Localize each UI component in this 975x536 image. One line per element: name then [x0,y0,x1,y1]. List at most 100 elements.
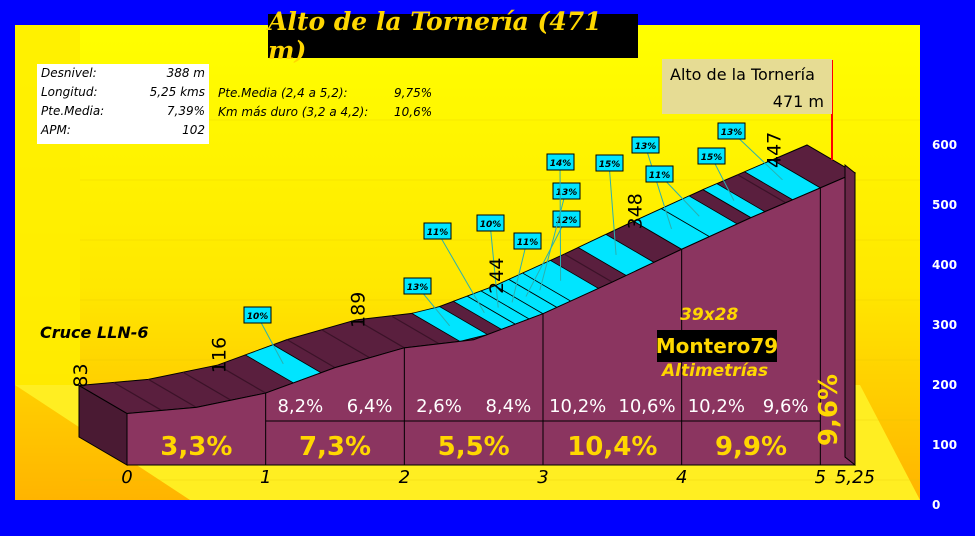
stats-box: Desnivel: 388 m Longitud: 5,25 kms Pte.Med… [37,64,209,144]
brand-top: 39x28 [680,305,739,325]
callout-box [717,122,746,140]
km-gradient: 9,6% [814,374,844,446]
stat-value: 7,39% [166,104,205,118]
surface-stripe [390,315,440,345]
km-gradient: 9,9% [715,432,787,462]
media-box: Pte.Media (2,4 a 5,2): 9,75% Km más duro … [218,84,432,122]
front-face [78,163,856,467]
brand-bottom: Altimetrías [662,361,769,381]
callout-leader [608,162,617,255]
summit-name: Alto de la Tornería [670,65,815,84]
callout-leader [511,240,528,303]
media-value: 10,6% [394,105,433,119]
half-km-gradient: 8,4% [485,396,531,417]
stat-row: Pte.Media: 7,39% [37,102,209,121]
y-tick-label: 300 [932,318,957,332]
x-tick-label: 2 [399,467,410,488]
media-label: Km más duro (3,2 a 4,2): [218,105,369,119]
callout-label: 12% [556,216,578,226]
stat-value: 102 [182,123,205,137]
callout-box [513,232,542,250]
callout-leader [644,144,673,230]
y-tick-label: 400 [932,258,957,272]
half-km-gradient: 10,6% [618,396,675,417]
half-km-gradient: 8,2% [277,396,323,417]
surface-stripe [217,364,266,394]
y-tick-label: 500 [932,198,957,212]
altitude-label: 244 [486,258,508,294]
callout-box [631,136,660,154]
altitude-label: 447 [763,132,785,168]
callout-box [243,306,272,324]
callout-box [423,222,452,240]
title-box: Alto de la Tornería (471 m) [268,7,638,65]
profile-side-face [78,384,128,466]
callout-label: 13% [556,188,578,198]
half-km-gradient: 6,4% [347,396,393,417]
callout-label: 10% [247,312,269,322]
y-tick-label: 600 [932,138,957,152]
stat-value: 5,25 kms [149,85,205,99]
altitude-label: 348 [625,193,647,229]
km-gradient: 3,3% [160,432,232,462]
surface-stripe [564,253,613,283]
media-label: Pte.Media (2,4 a 5,2): [218,86,348,100]
callout-label: 11% [427,228,449,238]
media-row: Km más duro (3,2 a 4,2): 10,6% [218,103,432,122]
callout-leader [525,218,567,297]
altitude-label: 83 [70,363,92,387]
x-tick-label: 5,25 [835,467,875,488]
y-axis: 0 100 200 300 400 500 600 [932,138,957,512]
y-tick-label: 100 [932,438,957,452]
media-row: Pte.Media (2,4 a 5,2): 9,75% [218,84,432,103]
x-tick-label: 3 [537,467,548,488]
km-gradient: 7,3% [299,432,371,462]
start-label: Cruce LLN-6 [40,323,148,342]
callout-label: 13% [407,283,429,293]
stat-label: Desnivel: [41,66,97,80]
x-tick-label: 0 [121,467,132,488]
km-gradient: 10,4% [567,432,657,462]
x-axis: 0 1 2 3 4 5 5,25 [121,467,875,488]
callout-leader [436,230,485,313]
half-km-gradient: 9,6% [763,396,809,417]
chart-title: Alto de la Tornería (471 m) [268,7,602,65]
media-value: 9,75% [394,86,433,100]
callout-box [403,277,432,295]
callout-box [697,147,726,165]
stat-label: APM: [41,123,71,137]
altitude-label: 116 [209,337,231,373]
surface-stripe [286,339,336,369]
callout-label: 15% [701,153,723,163]
brand-name: Montero79 [655,334,779,358]
surface-stripe [737,174,786,204]
callout-leader [539,190,567,291]
callout-label: 11% [517,238,539,248]
callout-box [645,165,674,183]
surface-stripe [113,381,162,411]
half-km-gradient: 2,6% [416,396,462,417]
profile-end-face [844,163,856,467]
surface-stripe [321,329,370,359]
stat-row: Desnivel: 388 m [37,64,209,83]
gradient-callouts: 10% 13% 11% 10% 11% 12% 13% 14% 15% 13% 11% 15% 13% [243,122,783,365]
brand-box: Montero79 [655,330,779,362]
y-tick-label: 200 [932,378,957,392]
callout-label: 10% [480,220,502,230]
stat-row: APM: 102 [37,121,209,140]
callout-label: 13% [721,128,743,138]
half-km-gradient: 10,2% [688,396,745,417]
surface-stripe [182,371,232,401]
summit-altitude: 471 m [772,92,824,111]
half-km-gradient: 10,2% [549,396,606,417]
surface-stripe [148,378,197,408]
x-tick-label: 4 [676,467,687,488]
steep-section [410,306,489,342]
stat-label: Pte.Media: [41,104,105,118]
callout-box [546,153,575,171]
stat-label: Longitud: [41,85,98,99]
y-tick-label: 0 [932,498,940,512]
stat-row: Longitud: 5,25 kms [37,83,209,102]
chart-labels: 8,2% 6,4% 2,6% 8,4% 10,2% 10,6% 10,2% 9,6% 3,3% 7… [40,132,844,462]
callout-box [595,154,624,172]
